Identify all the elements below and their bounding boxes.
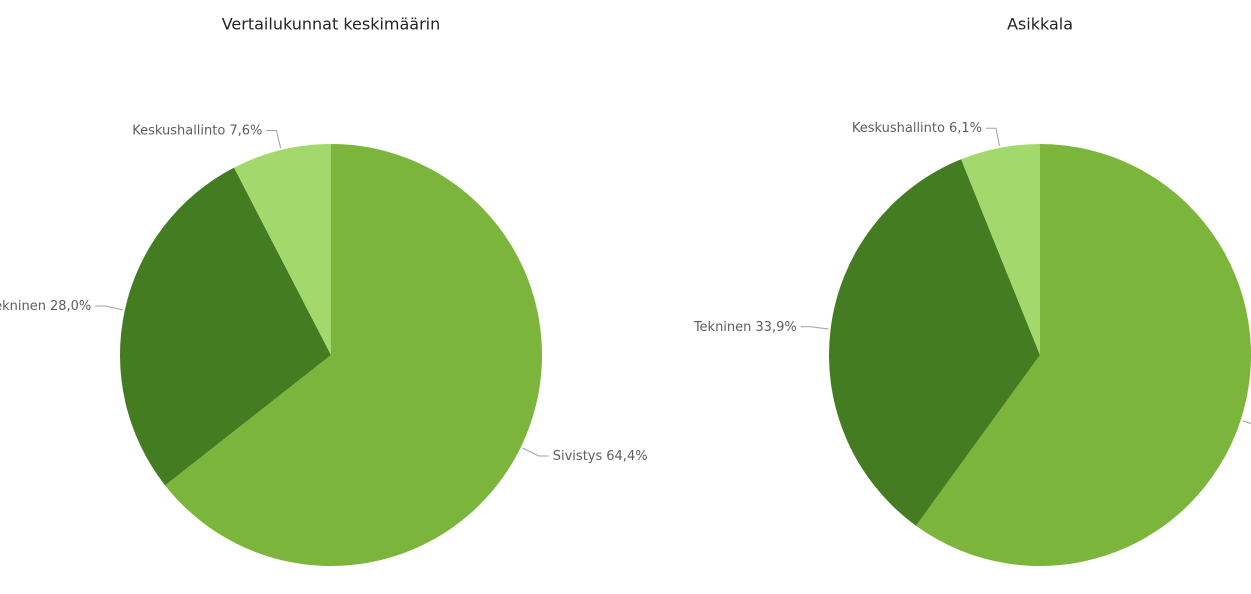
- label-category: Keskushallinto: [852, 121, 945, 136]
- label-value: 7,6%: [229, 123, 262, 138]
- leader-line: [95, 305, 123, 311]
- pie-slice: [961, 144, 1040, 355]
- pie-slice: [915, 144, 1251, 566]
- data-label: Tekninen 28,0%: [0, 299, 91, 314]
- data-label: Keskushallinto 6,1%: [852, 121, 982, 136]
- label-category: Sivistys: [553, 448, 603, 463]
- data-label: Sivistys 64,4%: [553, 448, 648, 463]
- pie-slice: [119, 167, 331, 486]
- data-label: Tekninen 33,9%: [693, 319, 797, 334]
- chart-title: Vertailukunnat keskimäärin: [222, 15, 441, 34]
- leader-line: [522, 447, 549, 457]
- leader-line: [266, 130, 282, 149]
- leader-line: [800, 326, 829, 330]
- leader-line: [1242, 420, 1251, 425]
- label-value: 64,4%: [606, 448, 647, 463]
- pie-slice: [234, 144, 331, 355]
- data-label: Keskushallinto 7,6%: [132, 123, 262, 138]
- label-value: 6,1%: [949, 121, 982, 136]
- label-value: 33,9%: [755, 319, 796, 334]
- label-category: Keskushallinto: [132, 123, 225, 138]
- label-category: Tekninen: [693, 319, 752, 334]
- label-value: 28,0%: [50, 299, 91, 314]
- label-category: Tekninen: [0, 299, 46, 314]
- leader-line: [986, 127, 1000, 146]
- pie-slice: [165, 144, 542, 566]
- chart-title: Asikkala: [1007, 15, 1073, 34]
- pie-slice: [829, 159, 1040, 526]
